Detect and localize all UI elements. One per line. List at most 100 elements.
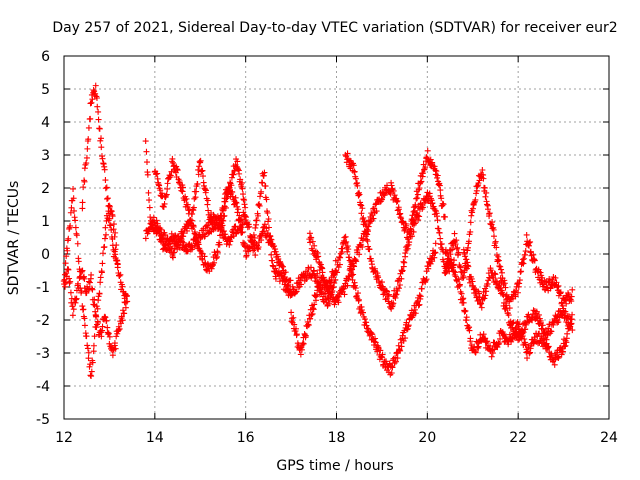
data-point [431, 254, 438, 261]
data-point [539, 322, 546, 329]
data-point [522, 251, 529, 258]
data-point [419, 170, 426, 177]
data-point [384, 288, 391, 295]
data-point [154, 170, 161, 177]
data-point [479, 167, 486, 174]
data-point [427, 156, 434, 163]
data-point [70, 195, 77, 202]
data-point [178, 187, 185, 194]
data-point [539, 274, 546, 281]
data-point [481, 184, 488, 191]
data-point [73, 232, 80, 239]
data-point [349, 266, 356, 273]
data-point [501, 280, 508, 287]
data-point [180, 230, 187, 237]
data-point [516, 336, 523, 343]
data-point [193, 188, 200, 195]
data-point [238, 215, 245, 222]
data-point [84, 342, 91, 349]
data-point [180, 239, 187, 246]
data-point [164, 185, 171, 192]
data-point [103, 195, 110, 202]
data-point [305, 322, 312, 329]
data-point [103, 184, 110, 191]
data-point [240, 196, 247, 203]
data-point [429, 199, 436, 206]
data-point [184, 201, 191, 208]
data-point [290, 314, 297, 321]
data-point [118, 313, 125, 320]
data-point [372, 339, 379, 346]
data-point [314, 270, 321, 277]
data-point [346, 273, 353, 280]
data-point [255, 201, 262, 208]
data-point [452, 241, 459, 248]
data-point [350, 162, 357, 169]
data-point [538, 277, 545, 284]
data-point [242, 204, 249, 211]
data-point [523, 231, 530, 238]
data-point [79, 267, 86, 274]
data-point [399, 218, 406, 225]
data-point [272, 246, 279, 253]
data-point [405, 236, 412, 243]
data-point [309, 305, 316, 312]
data-point [66, 280, 73, 287]
data-point [548, 328, 555, 335]
data-point [336, 293, 343, 300]
data-point [443, 268, 450, 275]
data-point [211, 259, 218, 266]
data-point [71, 207, 78, 214]
data-point [92, 312, 99, 319]
data-point [394, 207, 401, 214]
x-axis-label: GPS time / hours [276, 458, 393, 474]
data-point [73, 295, 80, 302]
data-point [161, 200, 168, 207]
data-point [80, 306, 87, 313]
data-point [452, 273, 459, 280]
data-point [492, 271, 499, 278]
data-point [383, 287, 390, 294]
data-point [88, 99, 95, 106]
data-point [352, 285, 359, 292]
data-point [527, 248, 534, 255]
data-point [346, 254, 353, 261]
data-point [519, 259, 526, 266]
data-point [328, 291, 335, 298]
data-point [526, 350, 533, 357]
data-point [179, 184, 186, 191]
data-point [392, 291, 399, 298]
data-point [83, 160, 90, 167]
data-point [202, 233, 209, 240]
data-point [261, 221, 268, 228]
data-point [246, 223, 253, 230]
data-point [86, 363, 93, 370]
data-point [252, 252, 259, 259]
data-point [204, 224, 211, 231]
data-point [86, 279, 93, 286]
data-point [483, 288, 490, 295]
data-point [378, 279, 385, 286]
data-point [88, 373, 95, 380]
data-point [65, 235, 72, 242]
data-point [358, 307, 365, 314]
data-point [331, 280, 338, 287]
data-point [265, 239, 272, 246]
data-point [167, 172, 174, 179]
data-point [554, 284, 561, 291]
data-point [192, 194, 199, 201]
data-point [480, 175, 487, 182]
data-point [199, 167, 206, 174]
data-point [344, 282, 351, 289]
data-point [98, 144, 105, 151]
data-point [90, 342, 97, 349]
data-point [432, 249, 439, 256]
data-point [173, 163, 180, 170]
data-point [252, 224, 259, 231]
data-point [492, 238, 499, 245]
data-point [519, 320, 526, 327]
data-point [492, 240, 499, 247]
data-point [81, 275, 88, 282]
data-point [435, 181, 442, 188]
data-point [225, 191, 232, 198]
